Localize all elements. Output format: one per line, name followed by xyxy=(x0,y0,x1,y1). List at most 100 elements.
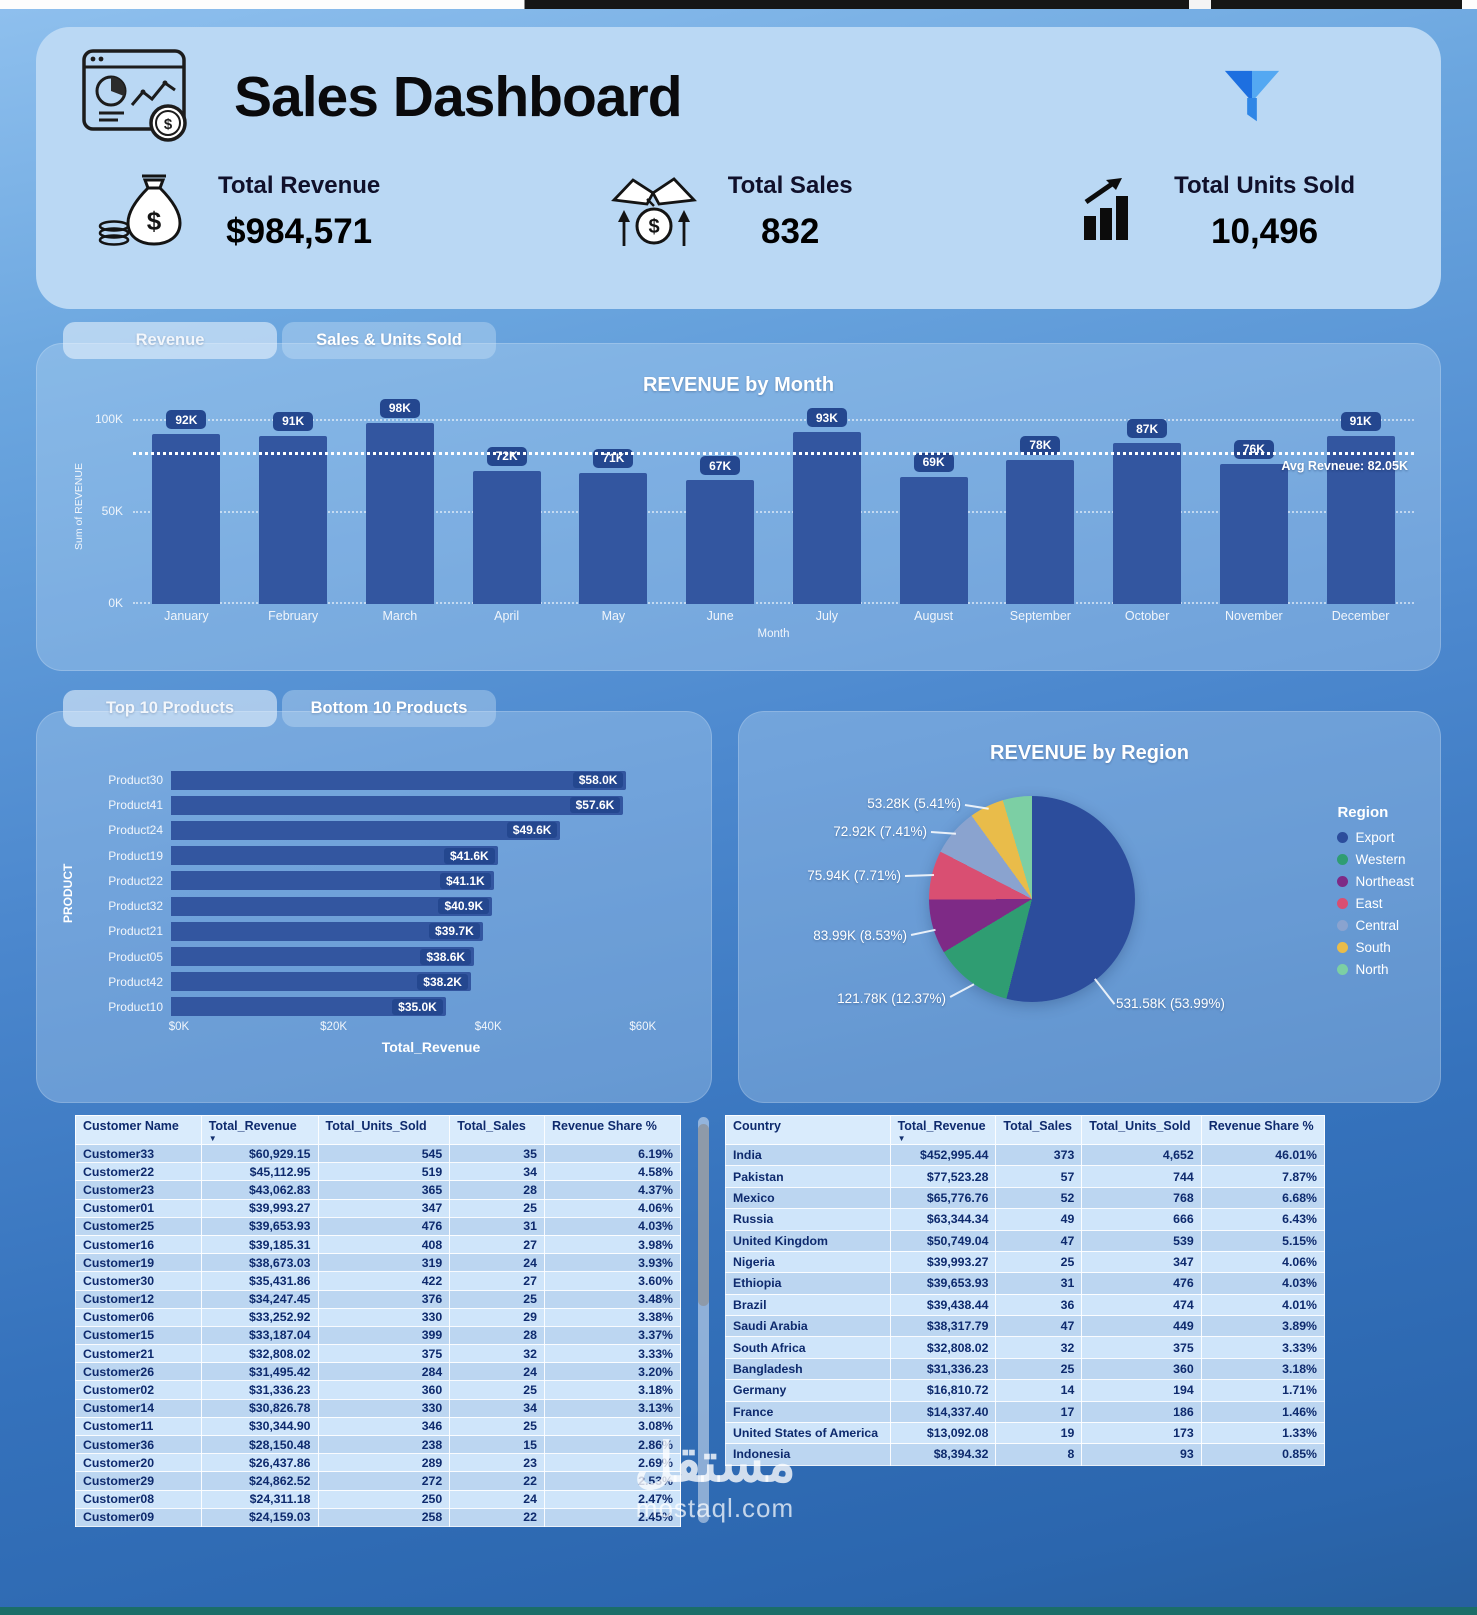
product-label: Product22 xyxy=(108,873,163,888)
legend-item-east[interactable]: East xyxy=(1337,896,1414,911)
table-cell: 3.33% xyxy=(543,1344,681,1364)
table-row[interactable]: Customer02 $31,336.23 360 25 3.18% xyxy=(75,1380,681,1400)
table-row[interactable]: Customer29 $24,862.52 272 22 2.53% xyxy=(75,1471,681,1491)
revenue-bar-september[interactable]: 78K xyxy=(987,410,1094,604)
table-row[interactable]: Customer11 $30,344.90 346 25 3.08% xyxy=(75,1416,681,1437)
table-row[interactable]: Bangladesh $31,336.23 25 360 3.18% xyxy=(725,1357,1325,1381)
legend-item-north[interactable]: North xyxy=(1337,962,1414,977)
table-row[interactable]: Customer23 $43,062.83 365 28 4.37% xyxy=(75,1180,681,1200)
tab-revenue[interactable]: Revenue xyxy=(63,322,277,359)
table-row[interactable]: Customer12 $34,247.45 376 25 3.48% xyxy=(75,1289,681,1309)
table-row[interactable]: Ethiopia $39,653.93 31 476 4.03% xyxy=(725,1272,1325,1295)
column-header-total-revenue[interactable]: Total_Revenue ▼ xyxy=(200,1115,319,1145)
table-row[interactable]: Nigeria $39,993.27 25 347 4.06% xyxy=(725,1250,1325,1274)
table-cell: 28 xyxy=(449,1180,545,1200)
customer-table-scrollbar[interactable] xyxy=(698,1117,709,1523)
revenue-bar-june[interactable]: 67K xyxy=(667,410,774,604)
table-row[interactable]: United States of America $13,092.08 19 173 1… xyxy=(725,1421,1325,1445)
column-header-total-revenue[interactable]: Total_Revenue ▼ xyxy=(889,1115,997,1145)
table-row[interactable]: Customer08 $24,311.18 250 24 2.47% xyxy=(75,1489,681,1509)
tab-sales-units-sold[interactable]: Sales & Units Sold xyxy=(282,322,496,359)
table-row[interactable]: Germany $16,810.72 14 194 1.71% xyxy=(725,1379,1325,1402)
legend-item-northeast[interactable]: Northeast xyxy=(1337,874,1414,889)
column-header-customer-name[interactable]: Customer Name xyxy=(75,1115,202,1145)
revenue-bar-august[interactable]: 69K xyxy=(880,410,987,604)
table-row[interactable]: Mexico $65,776.76 52 768 6.68% xyxy=(725,1186,1325,1210)
revenue-bar-october[interactable]: 87K xyxy=(1094,410,1201,604)
revenue-bar-november[interactable]: 76K xyxy=(1201,410,1308,604)
revenue-bar-february[interactable]: 91K xyxy=(240,410,347,604)
product-bar-row[interactable]: Product30 $58.0K xyxy=(79,770,683,790)
table-cell: 23 xyxy=(449,1453,545,1473)
table-row[interactable]: India $452,995.44 373 4,652 46.01% xyxy=(725,1143,1325,1167)
filter-funnel-icon[interactable] xyxy=(1221,65,1283,132)
region-chart-title: REVENUE by Region xyxy=(990,742,1189,764)
revenue-bar-july[interactable]: 93K xyxy=(774,408,881,604)
product-bar-row[interactable]: Product21 $39.7K xyxy=(79,921,683,941)
table-row[interactable]: Customer14 $30,826.78 330 34 3.13% xyxy=(75,1398,681,1418)
table-cell: $33,187.04 xyxy=(200,1325,319,1346)
revenue-bar-april[interactable]: 72K xyxy=(453,410,560,604)
pie[interactable] xyxy=(929,796,1135,1002)
column-header-total-sales[interactable]: Total_Sales xyxy=(449,1115,545,1145)
product-bar-row[interactable]: Product41 $57.6K xyxy=(79,795,683,815)
bar: $41.1K xyxy=(171,871,494,891)
product-bar-row[interactable]: Product19 $41.6K xyxy=(79,846,683,866)
table-cell: 27 xyxy=(449,1234,545,1255)
column-header-total-units-sold[interactable]: Total_Units_Sold xyxy=(317,1115,451,1145)
table-row[interactable]: Indonesia $8,394.32 8 93 0.85% xyxy=(725,1443,1325,1466)
table-row[interactable]: Customer33 $60,929.15 545 35 6.19% xyxy=(75,1143,681,1164)
column-header-revenue-share-[interactable]: Revenue Share % xyxy=(543,1115,681,1145)
table-cell: 49 xyxy=(995,1208,1083,1231)
table-row[interactable]: South Africa $32,808.02 32 375 3.33% xyxy=(725,1336,1325,1359)
table-row[interactable]: Customer21 $32,808.02 375 32 3.33% xyxy=(75,1344,681,1364)
table-row[interactable]: Saudi Arabia $38,317.79 47 449 3.89% xyxy=(725,1314,1325,1338)
revenue-bar-march[interactable]: 98K xyxy=(347,398,454,604)
column-header-country[interactable]: Country xyxy=(725,1115,891,1145)
table-cell: $16,810.72 xyxy=(889,1379,997,1402)
product-bar-row[interactable]: Product05 $38.6K xyxy=(79,947,683,967)
table-row[interactable]: Customer01 $39,993.27 347 25 4.06% xyxy=(75,1198,681,1218)
revenue-bar-december[interactable]: 91K xyxy=(1307,410,1414,604)
table-row[interactable]: Russia $63,344.34 49 666 6.43% xyxy=(725,1208,1325,1231)
table-cell: Customer11 xyxy=(75,1416,202,1437)
table-row[interactable]: France $14,337.40 17 186 1.46% xyxy=(725,1400,1325,1423)
revenue-bar-january[interactable]: 92K xyxy=(133,410,240,604)
table-cell: 3.37% xyxy=(543,1325,681,1346)
legend-item-western[interactable]: Western xyxy=(1337,852,1414,867)
x-tick-label: December xyxy=(1331,609,1390,623)
legend-item-central[interactable]: Central xyxy=(1337,918,1414,933)
table-cell: Customer06 xyxy=(75,1307,202,1327)
product-bar-row[interactable]: Product10 $35.0K xyxy=(79,997,683,1017)
column-header-total-sales[interactable]: Total_Sales xyxy=(995,1115,1083,1145)
revenue-bar-may[interactable]: 71K xyxy=(560,410,667,604)
column-header-total-units-sold[interactable]: Total_Units_Sold xyxy=(1081,1115,1202,1145)
table-row[interactable]: Customer25 $39,653.93 476 31 4.03% xyxy=(75,1216,681,1236)
product-bar-row[interactable]: Product42 $38.2K xyxy=(79,972,683,992)
table-row[interactable]: Customer15 $33,187.04 399 28 3.37% xyxy=(75,1325,681,1346)
product-bar-row[interactable]: Product24 $49.6K xyxy=(79,820,683,840)
table-row[interactable]: Pakistan $77,523.28 57 744 7.87% xyxy=(725,1165,1325,1188)
tab-bottom-10-products[interactable]: Bottom 10 Products xyxy=(282,690,496,727)
table-row[interactable]: Customer16 $39,185.31 408 27 3.98% xyxy=(75,1234,681,1255)
table-row[interactable]: Customer09 $24,159.03 258 22 2.45% xyxy=(75,1507,681,1527)
table-cell: $14,337.40 xyxy=(889,1400,997,1423)
legend-item-export[interactable]: Export xyxy=(1337,830,1414,845)
table-row[interactable]: Brazil $39,438.44 36 474 4.01% xyxy=(725,1293,1325,1317)
product-bar-row[interactable]: Product22 $41.1K xyxy=(79,871,683,891)
tab-top-10-products[interactable]: Top 10 Products xyxy=(63,690,277,727)
table-row[interactable]: Customer20 $26,437.86 289 23 2.69% xyxy=(75,1453,681,1473)
table-row[interactable]: Customer30 $35,431.86 422 27 3.60% xyxy=(75,1271,681,1291)
header-top: $ Sales Dashboard xyxy=(66,43,1411,150)
table-row[interactable]: Customer36 $28,150.48 238 15 2.86% xyxy=(75,1434,681,1455)
table-row[interactable]: Customer26 $31,495.42 284 24 3.20% xyxy=(75,1362,681,1382)
legend-item-south[interactable]: South xyxy=(1337,940,1414,955)
table-row[interactable]: United Kingdom $50,749.04 47 539 5.15% xyxy=(725,1229,1325,1252)
column-header-revenue-share-[interactable]: Revenue Share % xyxy=(1200,1115,1325,1145)
table-row[interactable]: Customer06 $33,252.92 330 29 3.38% xyxy=(75,1307,681,1327)
product-bar-row[interactable]: Product32 $40.9K xyxy=(79,896,683,916)
scrollbar-thumb[interactable] xyxy=(698,1124,709,1306)
legend-color-dot xyxy=(1337,942,1349,953)
table-row[interactable]: Customer19 $38,673.03 319 24 3.93% xyxy=(75,1253,681,1273)
table-row[interactable]: Customer22 $45,112.95 519 34 4.58% xyxy=(75,1162,681,1182)
